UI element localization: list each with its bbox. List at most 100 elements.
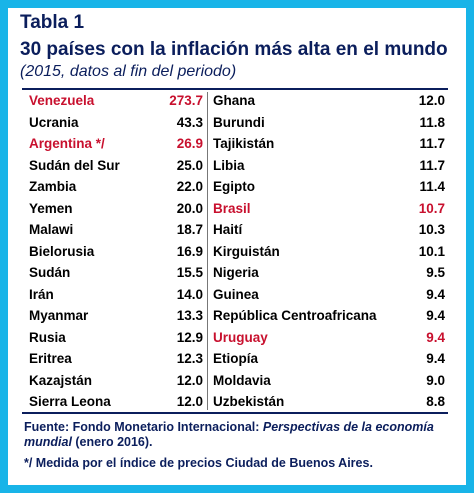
inflation-value: 12.3 <box>176 351 203 366</box>
country-name: Tajikistán <box>213 136 275 151</box>
table-row: Brasil 10.7 <box>213 198 445 220</box>
inflation-value: 18.7 <box>176 222 203 237</box>
table-row: Venezuela 273.7 <box>29 90 203 112</box>
country-name: Ghana <box>213 93 256 108</box>
country-name: Etiopía <box>213 351 259 366</box>
left-column: Venezuela 273.7 Ucrania 43.3 Argentina */ 26.… <box>29 90 203 413</box>
footnote: */ Medida por el índice de precios Ciuda… <box>24 456 373 470</box>
country-name: Haití <box>213 222 243 237</box>
inflation-value: 9.4 <box>426 286 445 302</box>
inflation-value: 9.4 <box>426 351 445 366</box>
table-row: Yemen 20.0 <box>29 198 203 220</box>
table-row: Kazajstán 12.0 <box>29 370 203 392</box>
table-row: Eritrea 12.3 <box>29 348 203 370</box>
inflation-value: 11.8 <box>419 114 445 130</box>
right-column: Ghana 12.0 Burundi 11.8 Tajikistán 11.7 Libia 1… <box>213 90 445 413</box>
inflation-value: 273.7 <box>169 93 203 108</box>
table-row: Kirguistán 10.1 <box>213 241 445 263</box>
bottom-rule <box>22 412 448 414</box>
table-row: Sudán 15.5 <box>29 262 203 284</box>
inflation-value: 9.0 <box>426 372 445 388</box>
top-rule <box>22 88 448 90</box>
table-row: Irán 14.0 <box>29 284 203 306</box>
country-name: Kirguistán <box>213 243 280 259</box>
source-note: Fuente: Fondo Monetario Internacional: P… <box>24 420 444 450</box>
source-publication: Perspectivas de la economía mundial <box>24 420 434 449</box>
inflation-value: 10.3 <box>418 222 445 237</box>
table-row: Malawi 18.7 <box>29 219 203 241</box>
inflation-value: 12.0 <box>176 394 203 409</box>
country-name: Libia <box>213 157 245 173</box>
country-name: Sudán <box>29 265 71 280</box>
inflation-value: 26.9 <box>176 136 203 151</box>
inflation-value: 12.0 <box>176 372 203 388</box>
inflation-value: 14.0 <box>176 286 203 302</box>
inflation-value: 12.9 <box>176 329 203 345</box>
table-row: Uzbekistán 8.8 <box>213 391 445 413</box>
table-row: Etiopía 9.4 <box>213 348 445 370</box>
inflation-value: 15.5 <box>176 265 203 280</box>
country-name: Kazajstán <box>29 372 93 388</box>
country-name: Uruguay <box>213 329 268 345</box>
country-name: Zambia <box>29 179 77 194</box>
inflation-value: 43.3 <box>176 114 203 130</box>
inflation-value: 11.7 <box>419 157 445 173</box>
table-title: Tabla 1 <box>20 12 85 33</box>
country-name: Guinea <box>213 286 259 302</box>
inflation-value: 8.8 <box>426 394 445 409</box>
inflation-value: 10.7 <box>418 200 445 216</box>
country-name: Irán <box>29 286 54 302</box>
inflation-value: 12.0 <box>418 93 445 108</box>
table-row: Moldavia 9.0 <box>213 370 445 392</box>
table-row: República Centroafricana 9.4 <box>213 305 445 327</box>
country-name: Yemen <box>29 200 73 216</box>
inflation-value: 25.0 <box>176 157 203 173</box>
country-name: Rusia <box>29 329 66 345</box>
inflation-value: 20.0 <box>176 200 203 216</box>
table-row: Zambia 22.0 <box>29 176 203 198</box>
table-row: Libia 11.7 <box>213 155 445 177</box>
country-name: Nigeria <box>213 265 259 280</box>
country-name: Sudán del Sur <box>29 157 120 173</box>
country-name: Brasil <box>213 200 251 216</box>
inflation-value: 22.0 <box>176 179 203 194</box>
table-row: Bielorusia 16.9 <box>29 241 203 263</box>
table-row: Burundi 11.8 <box>213 112 445 134</box>
source-suffix: (enero 2016). <box>71 435 153 449</box>
table-row: Sudán del Sur 25.0 <box>29 155 203 177</box>
table-row: Ghana 12.0 <box>213 90 445 112</box>
table-period: (2015, datos al fin del periodo) <box>20 63 237 80</box>
inflation-value: 9.5 <box>426 265 445 280</box>
table-row: Ucrania 43.3 <box>29 112 203 134</box>
source-prefix: Fuente: Fondo Monetario Internacional: <box>24 420 263 434</box>
inflation-value: 11.7 <box>419 136 445 151</box>
country-name: Moldavia <box>213 372 271 388</box>
inflation-value: 9.4 <box>426 329 445 345</box>
table-subtitle: 30 países con la inflación más alta en e… <box>20 39 448 60</box>
country-name: Bielorusia <box>29 243 95 259</box>
country-name: Uzbekistán <box>213 394 285 409</box>
country-name: Eritrea <box>29 351 72 366</box>
country-name: República Centroafricana <box>213 308 377 323</box>
table-row: Nigeria 9.5 <box>213 262 445 284</box>
country-name: Sierra Leona <box>29 394 111 409</box>
table-row: Myanmar 13.3 <box>29 305 203 327</box>
inflation-value: 13.3 <box>176 308 203 323</box>
table-row: Sierra Leona 12.0 <box>29 391 203 413</box>
table-row: Tajikistán 11.7 <box>213 133 445 155</box>
table-row: Argentina */ 26.9 <box>29 133 203 155</box>
inflation-value: 9.4 <box>426 308 445 323</box>
country-name: Venezuela <box>29 93 95 108</box>
country-name: Malawi <box>29 222 74 237</box>
table-row: Egipto 11.4 <box>213 176 445 198</box>
table-row: Guinea 9.4 <box>213 284 445 306</box>
column-divider <box>207 92 208 410</box>
country-name: Ucrania <box>29 114 79 130</box>
inflation-value: 10.1 <box>418 243 445 259</box>
inflation-value: 11.4 <box>419 179 445 194</box>
table-row: Haití 10.3 <box>213 219 445 241</box>
country-name: Argentina */ <box>29 136 105 151</box>
country-name: Burundi <box>213 114 265 130</box>
table-row: Rusia 12.9 <box>29 327 203 349</box>
